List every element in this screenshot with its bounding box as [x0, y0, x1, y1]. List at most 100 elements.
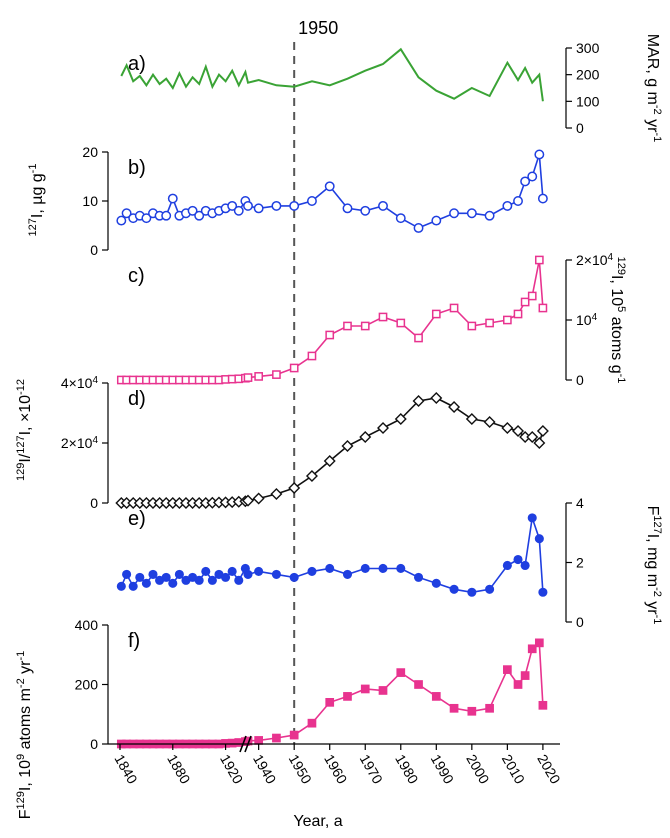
x-tick-label: 2010: [499, 752, 529, 787]
data-point: [527, 171, 538, 182]
data-point: [289, 572, 299, 582]
data-point: [289, 200, 300, 211]
data-point: [360, 563, 370, 574]
data-point: [243, 200, 253, 211]
y-tick-label: 200: [75, 677, 99, 693]
data-point: [414, 333, 423, 343]
data-point: [534, 638, 544, 648]
data-point: [272, 733, 281, 743]
data-point: [394, 413, 407, 425]
label-part: -1: [27, 164, 39, 174]
data-point: [377, 422, 390, 434]
panel-d: [102, 382, 549, 509]
label-part: yr: [17, 660, 34, 678]
y-tick-label: 0: [576, 614, 584, 630]
data-point: [449, 303, 459, 313]
label-part: I, 10: [17, 760, 34, 791]
data-point: [412, 395, 425, 407]
data-point: [271, 200, 282, 211]
y-tick-label: 10: [82, 193, 98, 209]
label-part: -1: [651, 615, 663, 625]
data-point: [194, 210, 205, 221]
data-point: [325, 563, 335, 574]
data-point: [533, 437, 546, 449]
data-point: [431, 692, 441, 701]
data-point: [520, 297, 530, 307]
data-point: [252, 492, 265, 505]
data-point: [207, 575, 217, 585]
data-point: [449, 703, 459, 713]
label-part: 129: [615, 257, 627, 275]
panel-label-b: b): [128, 157, 146, 179]
label-part: I, µg g: [29, 173, 46, 218]
data-point: [537, 193, 548, 204]
panel-label-d: d): [128, 388, 146, 410]
data-point: [122, 569, 132, 579]
data-point: [234, 575, 244, 585]
data-point: [135, 572, 145, 582]
data-point: [501, 422, 514, 434]
data-point: [396, 318, 406, 328]
data-point: [512, 425, 525, 437]
data-point: [116, 215, 127, 226]
data-point: [513, 554, 523, 565]
panel-label-a: a): [128, 53, 146, 75]
label-part: -2: [15, 678, 27, 688]
y-axis-title-c: 129I, 105 atoms g-1: [608, 257, 627, 384]
data-point: [414, 680, 423, 689]
data-point: [534, 149, 545, 160]
data-point: [167, 193, 178, 204]
data-point: [448, 401, 461, 413]
x-tick-label: 1880: [164, 752, 194, 787]
data-point: [534, 534, 544, 544]
data-point: [253, 203, 264, 214]
label-part: 5: [615, 306, 627, 312]
y-tick-label: 400: [75, 617, 99, 633]
label-part: I, ×10: [17, 395, 34, 436]
y-tick-label: 2: [576, 555, 584, 571]
label-part: F: [17, 809, 34, 819]
data-point: [502, 200, 513, 211]
y-tick-label: 104: [576, 312, 598, 329]
data-point: [341, 440, 354, 452]
data-point: [141, 578, 151, 588]
data-point: [168, 578, 178, 588]
data-point: [538, 587, 548, 597]
label-part: I, 10: [608, 275, 625, 306]
label-part: atoms m: [17, 688, 34, 754]
label-part: -12: [15, 379, 27, 395]
data-point: [141, 213, 152, 224]
data-point: [254, 566, 264, 576]
data-point: [520, 176, 531, 187]
x-tick-label: 1840: [111, 752, 141, 787]
data-point: [187, 205, 198, 216]
data-point: [413, 223, 424, 233]
panel-c: [116, 255, 572, 385]
data-point: [307, 196, 317, 206]
panel-label-c: c): [128, 265, 145, 287]
y-tick-label: 4: [576, 495, 584, 511]
y-tick-label: 2×104: [61, 435, 99, 452]
label-part: 127: [651, 515, 663, 533]
data-point: [378, 563, 388, 574]
data-point: [534, 255, 544, 265]
data-point: [485, 703, 494, 713]
reference-line-label: 1950: [298, 18, 338, 38]
data-point: [307, 718, 317, 728]
data-point: [342, 203, 353, 214]
label-part: 129: [15, 463, 27, 481]
data-point: [467, 587, 477, 597]
label-part: I, mg m: [644, 534, 661, 587]
x-tick-label: 1920: [217, 752, 247, 787]
data-point: [431, 578, 441, 588]
y-tick-label: 0: [90, 242, 98, 258]
data-point: [395, 213, 406, 224]
data-point: [254, 372, 264, 381]
label-part: F: [644, 506, 661, 516]
data-point: [503, 665, 512, 674]
data-point: [360, 684, 370, 694]
data-point: [513, 680, 523, 689]
y-tick-label: 4×104: [61, 375, 99, 392]
y-axis-title-e: F127I, mg m-2 yr-1: [644, 506, 663, 625]
panel-label-f: f): [128, 630, 140, 652]
